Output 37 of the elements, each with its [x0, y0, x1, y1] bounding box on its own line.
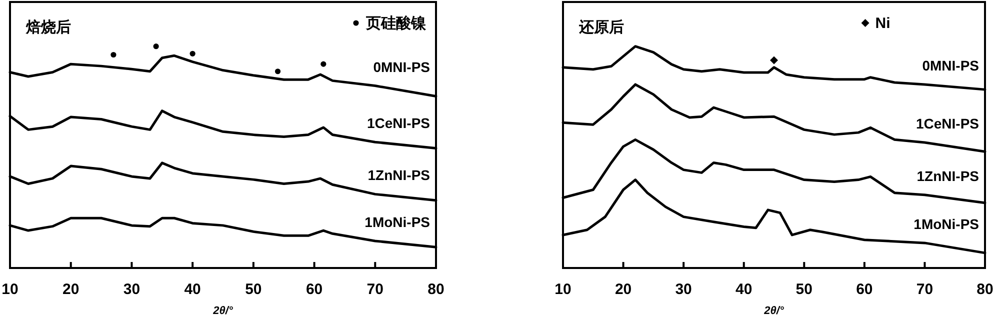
point [110, 52, 116, 58]
x-tick-label: 30 [123, 281, 140, 298]
x-tick-label: 10 [2, 281, 18, 298]
x-tick-label: 20 [614, 281, 632, 298]
chart-title: 还原后 [578, 19, 624, 36]
series-label: 1ZnNI-PS [368, 167, 430, 184]
x-tick-label: 50 [796, 281, 812, 298]
legend: Ni [861, 15, 890, 32]
chart-title: 焙烧后 [25, 19, 71, 36]
x-tick-label: 60 [306, 281, 323, 298]
point [320, 61, 326, 67]
x-tick-label: 10 [554, 281, 572, 298]
series-label: 0MNI-PS [373, 58, 430, 75]
x-tick-label: 20 [62, 281, 80, 298]
series-label: 1ZnNI-PS [916, 168, 979, 184]
x-tick-label: 40 [736, 281, 752, 298]
legend-label: Ni [875, 15, 890, 32]
x-tick-label: 60 [856, 281, 873, 298]
legend-label: 页硅酸镍 [365, 15, 427, 32]
series-label: 1CeNI-PS [366, 115, 430, 132]
legend: 页硅酸镍 [353, 15, 426, 32]
x-tick-label: 80 [428, 281, 444, 298]
point [190, 50, 196, 56]
x-tick-label: 70 [916, 281, 934, 298]
x-tick-label: 50 [245, 281, 262, 298]
series-label: 1MoNi-PS [914, 216, 979, 232]
x-axis-title: 2θ/° [763, 305, 784, 317]
x-tick-label: 80 [976, 281, 994, 298]
x-tick-label: 70 [366, 281, 384, 298]
series-label: 1MoNi-PS [364, 214, 430, 230]
x-axis-title: 2θ/° [212, 305, 234, 317]
point [274, 68, 281, 74]
x-tick-label: 40 [184, 281, 201, 298]
point [153, 44, 159, 50]
series-label: 1CeNI-PS [916, 116, 979, 132]
x-tick-label: 30 [675, 281, 692, 298]
series-label: 0MNI-PS [922, 57, 979, 74]
